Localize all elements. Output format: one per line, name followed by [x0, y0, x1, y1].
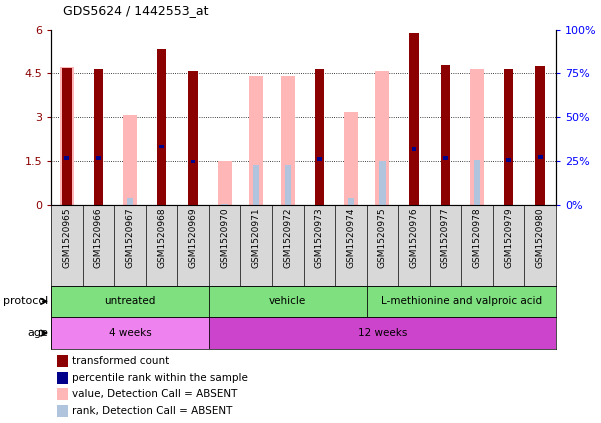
- Text: value, Detection Call = ABSENT: value, Detection Call = ABSENT: [72, 389, 237, 399]
- Text: protocol: protocol: [3, 297, 48, 306]
- Bar: [348, 198, 354, 205]
- Text: GSM1520972: GSM1520972: [283, 208, 292, 268]
- Text: GSM1520978: GSM1520978: [472, 208, 481, 268]
- Bar: [62, 68, 72, 205]
- Bar: [64, 156, 69, 159]
- Bar: [443, 156, 448, 159]
- Bar: [157, 49, 166, 205]
- Text: GDS5624 / 1442553_at: GDS5624 / 1442553_at: [63, 4, 209, 17]
- Bar: [314, 69, 324, 205]
- Text: GSM1520969: GSM1520969: [189, 208, 198, 268]
- Bar: [379, 161, 386, 205]
- Bar: [344, 112, 358, 205]
- Text: percentile rank within the sample: percentile rank within the sample: [72, 373, 248, 383]
- Bar: [188, 71, 198, 205]
- Text: GSM1520976: GSM1520976: [409, 208, 418, 268]
- Text: vehicle: vehicle: [269, 297, 307, 306]
- Text: GSM1520980: GSM1520980: [535, 208, 545, 268]
- Text: GSM1520971: GSM1520971: [252, 208, 261, 268]
- Bar: [159, 145, 164, 148]
- Bar: [285, 165, 291, 205]
- Bar: [504, 69, 513, 205]
- Text: GSM1520970: GSM1520970: [220, 208, 229, 268]
- Bar: [51, 317, 209, 349]
- Bar: [375, 71, 389, 205]
- Text: GSM1520965: GSM1520965: [63, 208, 72, 268]
- Bar: [191, 159, 195, 163]
- Bar: [222, 204, 228, 205]
- Bar: [281, 76, 295, 205]
- Bar: [253, 165, 260, 205]
- Bar: [538, 155, 543, 159]
- Bar: [209, 317, 556, 349]
- Bar: [51, 286, 209, 317]
- Bar: [474, 160, 480, 205]
- Bar: [367, 286, 556, 317]
- Text: GSM1520974: GSM1520974: [346, 208, 355, 268]
- Text: GSM1520968: GSM1520968: [157, 208, 166, 268]
- Bar: [470, 69, 484, 205]
- Bar: [409, 33, 419, 205]
- Bar: [94, 69, 103, 205]
- Text: transformed count: transformed count: [72, 356, 169, 366]
- Bar: [317, 157, 322, 161]
- Bar: [506, 158, 511, 162]
- Text: GSM1520979: GSM1520979: [504, 208, 513, 268]
- Bar: [249, 77, 263, 205]
- Bar: [96, 156, 101, 159]
- Bar: [412, 147, 416, 151]
- Bar: [123, 115, 137, 205]
- Text: 12 weeks: 12 weeks: [358, 328, 407, 338]
- Text: GSM1520977: GSM1520977: [441, 208, 450, 268]
- Text: rank, Detection Call = ABSENT: rank, Detection Call = ABSENT: [72, 406, 233, 415]
- Text: GSM1520967: GSM1520967: [126, 208, 135, 268]
- Text: L-methionine and valproic acid: L-methionine and valproic acid: [380, 297, 542, 306]
- Bar: [209, 286, 367, 317]
- Text: GSM1520966: GSM1520966: [94, 208, 103, 268]
- Text: untreated: untreated: [105, 297, 156, 306]
- Text: GSM1520975: GSM1520975: [378, 208, 387, 268]
- Bar: [127, 198, 133, 205]
- Text: GSM1520973: GSM1520973: [315, 208, 324, 268]
- Bar: [59, 67, 74, 205]
- Text: age: age: [27, 328, 48, 338]
- Text: 4 weeks: 4 weeks: [109, 328, 151, 338]
- Bar: [441, 65, 450, 205]
- Bar: [535, 66, 545, 205]
- Bar: [218, 161, 232, 205]
